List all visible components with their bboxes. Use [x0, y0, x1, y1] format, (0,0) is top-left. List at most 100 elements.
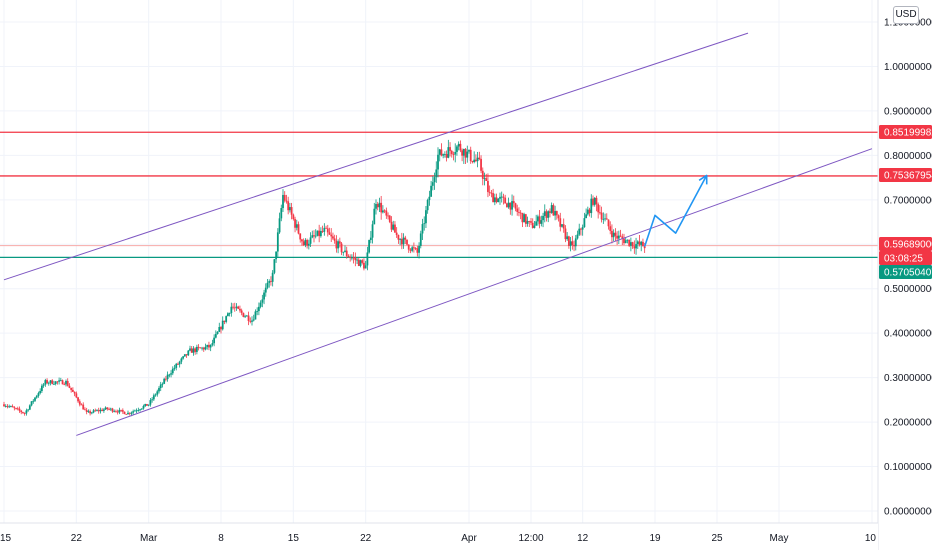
candle-body [385, 210, 388, 216]
candle-body [97, 410, 100, 412]
candle-body [18, 408, 21, 411]
candle [499, 192, 501, 205]
candle [251, 316, 253, 326]
candle [457, 141, 460, 151]
candle-body [533, 225, 536, 228]
candle-body [518, 211, 520, 213]
candle [261, 294, 264, 308]
candle-body [454, 151, 457, 155]
candle-body [213, 337, 216, 344]
candle-body [400, 238, 403, 245]
candle-body [149, 400, 152, 405]
candle-body [369, 237, 372, 241]
candle [335, 235, 338, 253]
projection-path [643, 174, 708, 247]
candle [189, 345, 191, 352]
candle-body [168, 374, 171, 376]
candle [466, 145, 469, 163]
candle-body [96, 410, 98, 411]
candle [275, 251, 278, 263]
candle [121, 408, 124, 414]
candle [409, 248, 412, 254]
candle-body [580, 228, 582, 230]
candle [604, 213, 606, 222]
candle-body [612, 232, 615, 238]
price-tag-text: 03:08:25 [884, 254, 923, 265]
candle [633, 240, 636, 254]
candle-body [194, 348, 197, 352]
currency-selector[interactable]: USD [893, 6, 919, 24]
candle [474, 154, 477, 163]
candle [524, 213, 527, 227]
candle [202, 346, 205, 352]
candle [338, 237, 341, 248]
candle [232, 303, 234, 310]
candle [256, 307, 259, 316]
candle [156, 389, 159, 397]
candle-body [58, 380, 61, 382]
candle [18, 406, 21, 413]
candle [271, 270, 274, 287]
candle [15, 407, 17, 410]
candle-body [32, 400, 35, 402]
candle [611, 224, 613, 244]
candle-body [395, 232, 398, 235]
candle-body [273, 259, 276, 273]
candle [133, 409, 136, 412]
candle-body [555, 211, 558, 216]
y-tick-label: 1.00000000 [884, 62, 932, 73]
candle-body [316, 230, 319, 236]
candle [449, 142, 451, 157]
candle [561, 223, 563, 228]
candle [3, 401, 5, 407]
candle [557, 214, 560, 222]
candle-body [380, 202, 383, 213]
candle-body [495, 197, 498, 203]
candle [213, 334, 216, 347]
candle [617, 230, 620, 245]
candle-body [259, 302, 262, 307]
candle [567, 235, 570, 249]
candle [63, 382, 66, 386]
candle-body [399, 238, 402, 240]
candle-body [237, 306, 240, 309]
candle [35, 394, 38, 399]
candle-body [342, 251, 345, 253]
candle-body [466, 151, 469, 158]
candle-body [197, 346, 200, 348]
candle-body [561, 224, 563, 227]
candle-body [426, 200, 429, 211]
candle [47, 381, 50, 386]
candle-body [311, 235, 314, 238]
candle-body [232, 306, 234, 308]
price-tag-bg [879, 251, 932, 265]
price-tag: 0.85199982 [879, 125, 932, 139]
candle-body [640, 241, 643, 245]
candle-body [371, 224, 374, 238]
candle [51, 379, 54, 385]
candle-body [189, 348, 191, 351]
candle [421, 218, 424, 240]
candle-body [523, 214, 526, 223]
candle-body [242, 312, 245, 317]
candle-body [185, 354, 188, 356]
candle-body [509, 202, 512, 210]
candle [318, 224, 321, 243]
price-tag-text: 0.75367954 [884, 171, 932, 182]
candle [288, 202, 291, 213]
candle [636, 240, 639, 249]
candle-body [295, 224, 298, 228]
candle-body [61, 380, 64, 385]
candle-body [106, 407, 109, 409]
candle [287, 196, 290, 215]
x-tick-label: 22 [360, 533, 372, 544]
candle-body [500, 196, 503, 198]
candle-body [59, 380, 62, 382]
candle [280, 204, 283, 222]
candle-body [218, 327, 221, 332]
candle [201, 346, 203, 351]
candle [237, 305, 240, 310]
candle-body [9, 406, 12, 407]
